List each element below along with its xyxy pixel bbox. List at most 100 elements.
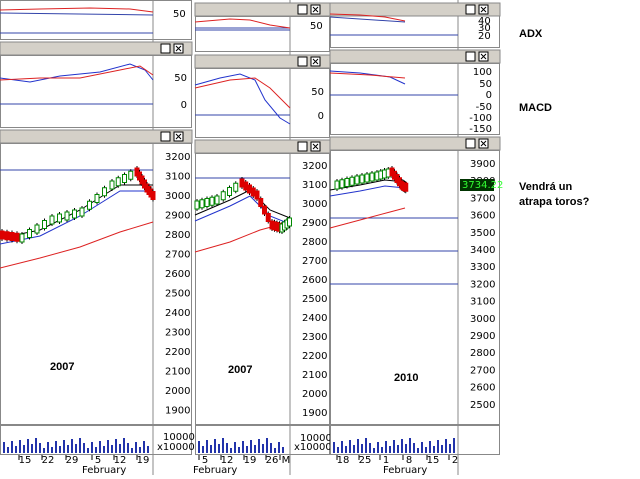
price-tick: 3600 xyxy=(470,211,495,222)
year-label: 2010 xyxy=(394,372,418,384)
restore-button xyxy=(160,131,171,142)
price-tick: 2600 xyxy=(470,383,495,394)
candle xyxy=(4,231,10,241)
restore-button xyxy=(297,56,308,67)
month-label: February xyxy=(82,465,126,475)
candle xyxy=(254,190,260,200)
candle xyxy=(359,174,365,184)
price-tick: 3400 xyxy=(470,245,495,256)
price-tick: 3200 xyxy=(470,279,495,290)
adx-tick: 20 xyxy=(478,31,491,42)
signal-line xyxy=(329,72,406,79)
pane xyxy=(330,150,500,425)
pane xyxy=(195,68,330,138)
comment-line: atrapa toros? xyxy=(519,196,590,208)
date-label: 15 xyxy=(19,455,32,466)
volume-tick: 10000 xyxy=(300,433,332,444)
price-tick: 2800 xyxy=(302,237,327,248)
signal-line xyxy=(194,77,291,109)
adx-tick: 50 xyxy=(310,21,323,32)
month-label: February xyxy=(383,465,427,475)
price-tick: 3000 xyxy=(302,199,327,210)
price-tick: 2500 xyxy=(302,294,327,305)
title-bar xyxy=(194,139,331,154)
candle xyxy=(27,229,32,238)
di-line xyxy=(0,12,154,16)
candle xyxy=(34,224,40,234)
ema-line xyxy=(329,185,406,197)
date-label: 26 xyxy=(266,455,279,466)
restore-button xyxy=(465,4,476,15)
adx-line xyxy=(0,7,154,13)
price-tick: 3200 xyxy=(165,152,190,163)
candle xyxy=(128,170,134,180)
price-tick: 2900 xyxy=(165,211,190,222)
restore-button xyxy=(297,4,308,15)
ma-line xyxy=(329,207,406,229)
pane xyxy=(0,143,192,425)
macd-tick: -150 xyxy=(469,124,492,135)
macd-tick: 0 xyxy=(318,111,324,122)
price-tick: 2800 xyxy=(470,348,495,359)
restore-button xyxy=(297,141,308,152)
title-bar xyxy=(329,2,501,17)
price-tick: 2200 xyxy=(165,347,190,358)
price-tick: 2500 xyxy=(165,289,190,300)
candle xyxy=(87,200,92,210)
volume-tick: 10000 xyxy=(163,432,195,443)
price-tick: 2900 xyxy=(302,218,327,229)
candle xyxy=(122,174,127,183)
date-label: 18 xyxy=(337,455,350,466)
candle xyxy=(287,217,292,227)
candle xyxy=(115,177,121,187)
date-label: 2 xyxy=(452,455,458,466)
adx-line xyxy=(329,13,406,22)
pane xyxy=(195,153,330,425)
macd-tick: 50 xyxy=(311,87,324,98)
candle xyxy=(150,191,156,200)
date-label: 19 xyxy=(137,455,150,466)
price-tick: 2600 xyxy=(302,275,327,286)
price-tick: 1900 xyxy=(302,408,327,419)
macd-tick: 50 xyxy=(479,79,492,90)
year-label: 2007 xyxy=(50,361,74,373)
title-bar xyxy=(329,49,501,64)
price-tick: 3900 xyxy=(470,159,495,170)
candle xyxy=(227,187,232,196)
macd-tick: 0 xyxy=(181,100,187,111)
volume-tick: x100000 xyxy=(157,442,201,453)
price-tick: 2700 xyxy=(470,365,495,376)
restore-button xyxy=(465,51,476,62)
title-bar xyxy=(329,136,501,151)
price-tick: 3700 xyxy=(470,193,495,204)
price-tick: 2300 xyxy=(302,332,327,343)
candle xyxy=(209,196,215,206)
close-icon xyxy=(480,53,487,60)
adx-tick: 30 xyxy=(478,23,491,34)
price-tick: 3500 xyxy=(470,228,495,239)
candle xyxy=(344,178,350,187)
pane xyxy=(330,14,500,48)
price-tick: 2700 xyxy=(302,256,327,267)
close-icon xyxy=(175,45,182,52)
year-label: 2007 xyxy=(228,364,252,376)
price-tick: 3300 xyxy=(470,262,495,273)
price-tick: 2300 xyxy=(165,328,190,339)
price-tick: 1900 xyxy=(165,406,190,417)
price-tick: 3000 xyxy=(165,191,190,202)
restore-button xyxy=(465,138,476,149)
adx-tick: 40 xyxy=(478,16,491,27)
candle xyxy=(220,191,226,201)
candle xyxy=(194,200,200,210)
price-tick: 2900 xyxy=(470,331,495,342)
date-label: 12 xyxy=(114,455,127,466)
close-icon xyxy=(312,143,319,150)
candle xyxy=(364,173,370,183)
candle xyxy=(339,179,345,189)
candle xyxy=(72,209,77,219)
macd-line xyxy=(194,73,291,125)
candle xyxy=(258,198,264,207)
date-label: M xyxy=(282,455,291,466)
pane xyxy=(195,16,330,52)
date-label: 5 xyxy=(95,455,101,466)
